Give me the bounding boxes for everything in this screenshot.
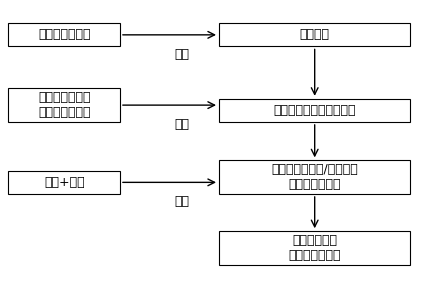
Text: 玻碳电极: 玻碳电极 <box>300 28 330 41</box>
FancyBboxPatch shape <box>219 99 410 122</box>
Text: 洗脱: 洗脱 <box>175 195 189 208</box>
FancyBboxPatch shape <box>219 231 410 265</box>
FancyBboxPatch shape <box>219 160 410 194</box>
Text: 乙醇+乙酸: 乙醇+乙酸 <box>44 176 85 189</box>
Text: 邻苯二胺和凝血
酶的磷酸缓冲液: 邻苯二胺和凝血 酶的磷酸缓冲液 <box>38 91 91 119</box>
Text: 测定凝血酶的
分子印迹传感器: 测定凝血酶的 分子印迹传感器 <box>288 234 341 262</box>
FancyBboxPatch shape <box>8 171 120 194</box>
FancyBboxPatch shape <box>8 23 120 47</box>
FancyBboxPatch shape <box>8 88 120 122</box>
Text: 碳纳米管悬浮液: 碳纳米管悬浮液 <box>38 28 91 41</box>
Text: 沉积: 沉积 <box>175 48 189 61</box>
Text: 碳纳米管修饰的玻碳电极: 碳纳米管修饰的玻碳电极 <box>274 104 356 117</box>
Text: 沉积: 沉积 <box>175 118 189 131</box>
Text: 分子印迹聚合膜/碳纳米管
修饰的玻碳电极: 分子印迹聚合膜/碳纳米管 修饰的玻碳电极 <box>271 163 358 191</box>
FancyBboxPatch shape <box>219 23 410 47</box>
